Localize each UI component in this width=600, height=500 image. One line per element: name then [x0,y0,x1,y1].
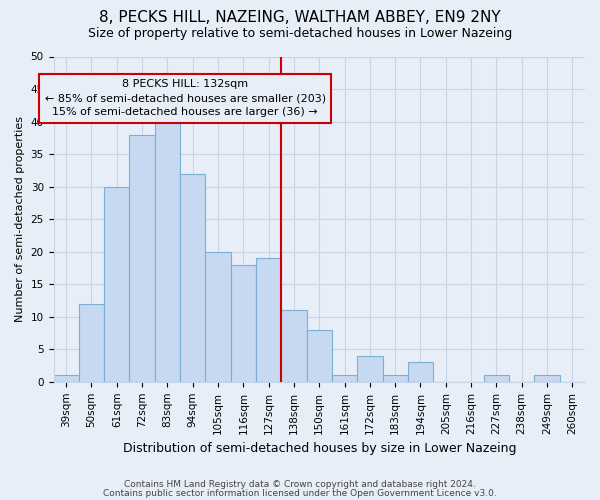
Text: Contains public sector information licensed under the Open Government Licence v3: Contains public sector information licen… [103,489,497,498]
Bar [79,304,104,382]
Text: 8 PECKS HILL: 132sqm
← 85% of semi-detached houses are smaller (203)
15% of semi: 8 PECKS HILL: 132sqm ← 85% of semi-detac… [44,80,326,118]
Bar [281,310,307,382]
Bar [53,376,79,382]
Bar [104,186,130,382]
Bar [307,330,332,382]
Bar [130,134,155,382]
Bar [155,122,180,382]
Bar [408,362,433,382]
X-axis label: Distribution of semi-detached houses by size in Lower Nazeing: Distribution of semi-detached houses by … [122,442,516,455]
Bar [180,174,205,382]
Text: Contains HM Land Registry data © Crown copyright and database right 2024.: Contains HM Land Registry data © Crown c… [124,480,476,489]
Bar [357,356,383,382]
Bar [535,376,560,382]
Bar [230,264,256,382]
Bar [332,376,357,382]
Text: Size of property relative to semi-detached houses in Lower Nazeing: Size of property relative to semi-detach… [88,28,512,40]
Text: 8, PECKS HILL, NAZEING, WALTHAM ABBEY, EN9 2NY: 8, PECKS HILL, NAZEING, WALTHAM ABBEY, E… [99,10,501,25]
Y-axis label: Number of semi-detached properties: Number of semi-detached properties [15,116,25,322]
Bar [484,376,509,382]
Bar [256,258,281,382]
Bar [383,376,408,382]
Bar [205,252,230,382]
